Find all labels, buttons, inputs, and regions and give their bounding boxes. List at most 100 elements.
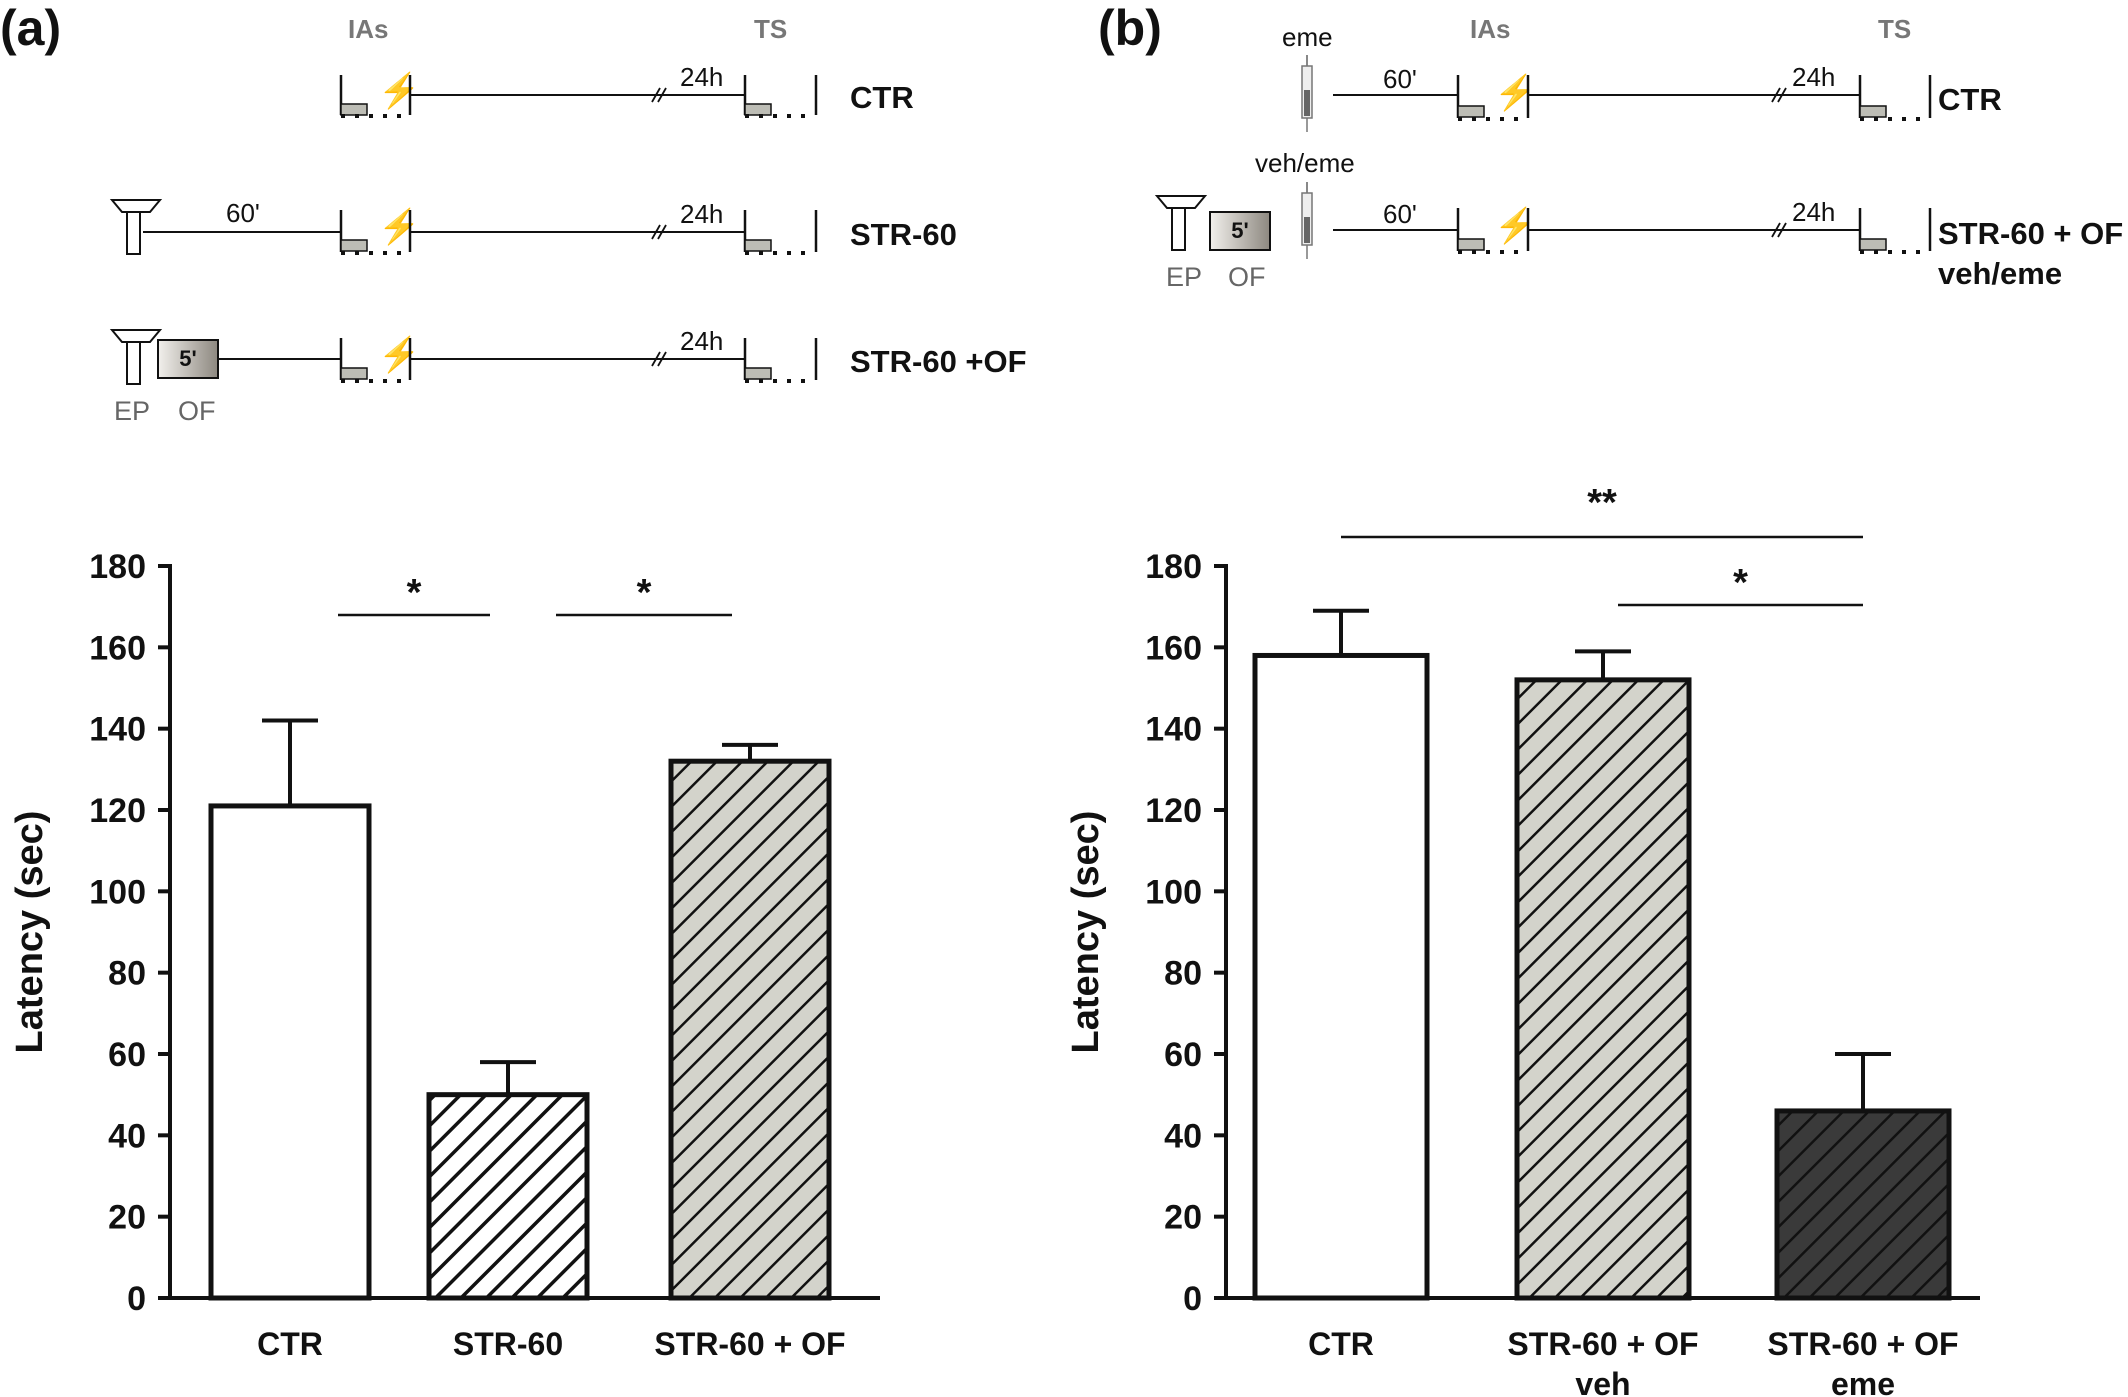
significance-label: * [1733,562,1748,604]
of-label: OF [178,396,216,426]
protocol-row-ctr-b: eme 60' ⚡ 24h CTR [1282,22,2002,132]
ts-label-a: TS [754,14,787,44]
delay-label: 24h [1792,62,1835,92]
ts-label-b: TS [1878,14,1911,44]
ias-label-b: IAs [1470,14,1510,44]
y-axis-label: Latency (sec) [1065,811,1107,1054]
panel-a-protocol: (a) IAs TS ⚡ 24h CTR 60' [0,0,1027,426]
y-tick-label: 140 [89,711,146,749]
bar-chart-b: 0 20 40 60 80 100 120 140 160 180 Latency (sec) CTR… [1065,482,1980,1397]
panel-letter-a: (a) [0,0,61,56]
significance-label: * [407,572,422,614]
panel-b-protocol: (b) IAs TS eme 60' ⚡ 24h [1098,0,2123,292]
category-label: veh [1575,1366,1630,1397]
protocol-group-label: STR-60 + OF [1938,216,2123,251]
open-field-duration: 5' [1231,218,1248,243]
bar [1514,677,1692,1301]
y-tick-label: 80 [108,955,146,993]
protocol-group-label: CTR [850,80,914,115]
platform-icon [340,367,368,380]
protocol-group-label-2: veh/eme [1938,256,2062,291]
y-tick-label: 60 [1164,1036,1202,1074]
y-tick-label: 160 [1145,629,1202,667]
platform-icon [340,239,368,252]
y-tick-label: 80 [1164,955,1202,993]
platform-icon [1859,105,1887,118]
delay-label: 24h [1792,197,1835,227]
y-tick-label: 120 [1145,792,1202,830]
protocol-row-str60-of-a: 5' ⚡ 24h STR-60 +OF EP OF [109,326,1027,426]
drug-label: veh/eme [1255,148,1355,178]
platform-icon [744,239,772,252]
syringe-icon [1301,182,1313,259]
category-label: STR-60 + OF [1767,1326,1958,1362]
shock-icon: ⚡ [378,335,420,375]
protocol-row-ctr-a: ⚡ 24h CTR [339,62,914,118]
shock-icon: ⚡ [378,207,420,247]
category-label: STR-60 + OF [1507,1326,1698,1362]
y-tick-label: 0 [127,1280,146,1318]
y-tick-label: 100 [89,873,146,911]
pre-interval-label: 60' [1383,64,1417,94]
y-tick-label: 60 [108,1036,146,1074]
platform-ep-icon [1154,195,1208,209]
platform-icon [744,367,772,380]
bar [668,758,832,1301]
platform-ep-icon [109,199,163,213]
protocol-row-str60-a: 60' ⚡ 24h STR-60 [109,198,957,255]
ias-label-a: IAs [348,14,388,44]
y-tick-label: 160 [89,629,146,667]
protocol-row-str60-of-b: veh/eme 5' 60' ⚡ 24h [1154,148,2123,292]
y-tick-label: 0 [1183,1280,1202,1318]
y-tick-label: 20 [108,1199,146,1237]
y-tick-label: 120 [89,792,146,830]
category-label: CTR [1308,1326,1374,1362]
y-tick-label: 140 [1145,711,1202,749]
platform-icon [340,103,368,116]
pre-interval-label: 60' [226,198,260,228]
syringe-icon [1301,55,1313,132]
open-field-box [157,339,219,379]
panel-letter-b: (b) [1098,0,1162,56]
y-axis-label: Latency (sec) [9,811,51,1054]
y-tick-label: 40 [108,1117,146,1155]
significance-label: * [637,572,652,614]
y-tick-label: 20 [1164,1199,1202,1237]
bar [1774,1108,1952,1301]
protocol-group-label: CTR [1938,82,2002,117]
category-label: STR-60 + OF [654,1326,845,1362]
category-label: eme [1831,1366,1895,1397]
open-field-box [1209,211,1271,251]
drug-label: eme [1282,22,1333,52]
bar [208,803,372,1301]
platform-icon [1457,238,1485,251]
significance-label: ** [1587,482,1617,524]
protocol-group-label: STR-60 [850,217,957,252]
ep-label: EP [1166,262,1202,292]
shock-icon: ⚡ [1494,206,1536,246]
pre-interval-label: 60' [1383,199,1417,229]
y-tick-label: 100 [1145,873,1202,911]
y-tick-label: 180 [89,548,146,586]
category-label: STR-60 [453,1326,563,1362]
y-tick-label: 180 [1145,548,1202,586]
bar-chart-a: 0 20 40 60 80 100 120 140 160 180 Latency (sec) CTR… [9,548,880,1362]
delay-label: 24h [680,326,723,356]
platform-icon [1457,105,1485,118]
delay-label: 24h [680,199,723,229]
shock-icon: ⚡ [1494,73,1536,113]
platform-icon [1859,238,1887,251]
platform-icon [744,103,772,116]
bar [1252,652,1430,1301]
category-label: CTR [257,1326,323,1362]
shock-icon: ⚡ [378,71,420,111]
protocol-group-label: STR-60 +OF [850,344,1027,379]
of-label: OF [1228,262,1266,292]
y-tick-label: 40 [1164,1117,1202,1155]
ep-label: EP [114,396,150,426]
bar [426,1092,590,1301]
platform-ep-icon [109,329,163,343]
open-field-duration: 5' [179,346,196,371]
delay-label: 24h [680,62,723,92]
